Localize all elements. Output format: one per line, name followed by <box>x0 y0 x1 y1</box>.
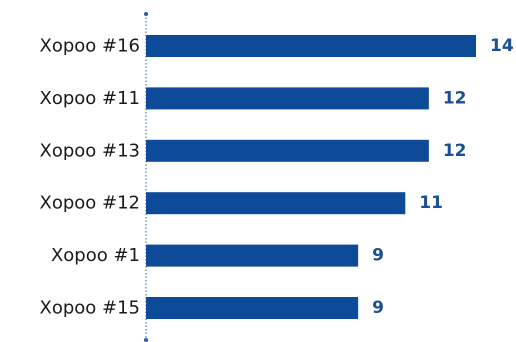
category-label-4: Xopoo #1 <box>51 245 140 266</box>
value-label-1: 12 <box>443 88 467 108</box>
y-axis-bottom-dot <box>144 338 148 342</box>
value-label-3: 11 <box>419 193 443 213</box>
category-label-1: Xopoo #11 <box>39 88 140 109</box>
value-label-2: 12 <box>443 141 467 161</box>
category-label-5: Xopoo #15 <box>39 298 140 319</box>
bar-0 <box>146 35 476 57</box>
category-label-3: Xopoo #12 <box>39 193 140 214</box>
axis-layer <box>144 12 148 342</box>
value-label-4: 9 <box>372 246 384 266</box>
bar-4 <box>146 244 359 267</box>
bar-3 <box>146 192 406 215</box>
value-label-0: 14 <box>490 36 514 56</box>
category-label-2: Xopoo #13 <box>39 140 140 161</box>
y-axis-top-dot <box>144 12 148 16</box>
bar-5 <box>146 297 359 319</box>
bar-2 <box>146 139 429 162</box>
value-label-5: 9 <box>372 298 384 318</box>
bars-layer <box>146 35 476 319</box>
labels-layer: Xopoo #16 14 Xopoo #11 12 Xopoo #13 12 Xopoo #… <box>39 36 513 319</box>
category-label-0: Xopoo #16 <box>39 36 140 57</box>
bar-1 <box>146 87 429 110</box>
